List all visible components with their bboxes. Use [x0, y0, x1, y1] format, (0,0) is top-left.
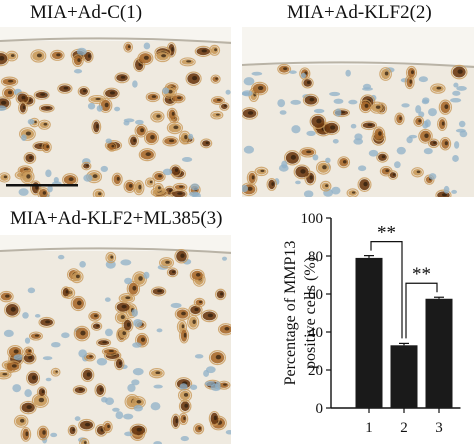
significance-label: **: [412, 264, 431, 285]
micrograph-panel-2: [242, 27, 474, 197]
bar-1: [355, 257, 383, 408]
bar-2: [390, 345, 418, 408]
micrograph-panel-3: [0, 235, 231, 444]
y-axis-title-line1: Percentage of MMP13: [282, 241, 299, 386]
y-tick-label: 0: [316, 401, 324, 417]
significance-bracket: [370, 241, 403, 339]
x-tick-label-3: 3: [435, 420, 443, 436]
panel-label-2: MIA+Ad-KLF2(2): [287, 2, 432, 23]
panel-label-3: MIA+Ad-KLF2+ML385(3): [10, 208, 223, 229]
micrograph-image-2: [242, 27, 474, 197]
significance-bracket: [405, 282, 438, 339]
x-tick-label-2: 2: [400, 420, 408, 436]
micrograph-panel-1: [0, 27, 231, 197]
y-tick-label: 20: [308, 363, 323, 379]
y-tick-label: 80: [308, 249, 323, 265]
bar-3: [425, 298, 453, 408]
y-axis-title-line2: positive cells (%): [302, 257, 319, 369]
significance-label: **: [377, 223, 396, 244]
y-tick-label: 60: [308, 287, 323, 303]
y-tick-label: 40: [308, 325, 323, 341]
panel-label-1: MIA+Ad-C(1): [30, 2, 143, 23]
y-tick-label: 100: [301, 211, 324, 227]
micrograph-image-1: [0, 27, 231, 197]
x-tick-label-1: 1: [365, 420, 373, 436]
micrograph-image-3: [0, 235, 231, 444]
